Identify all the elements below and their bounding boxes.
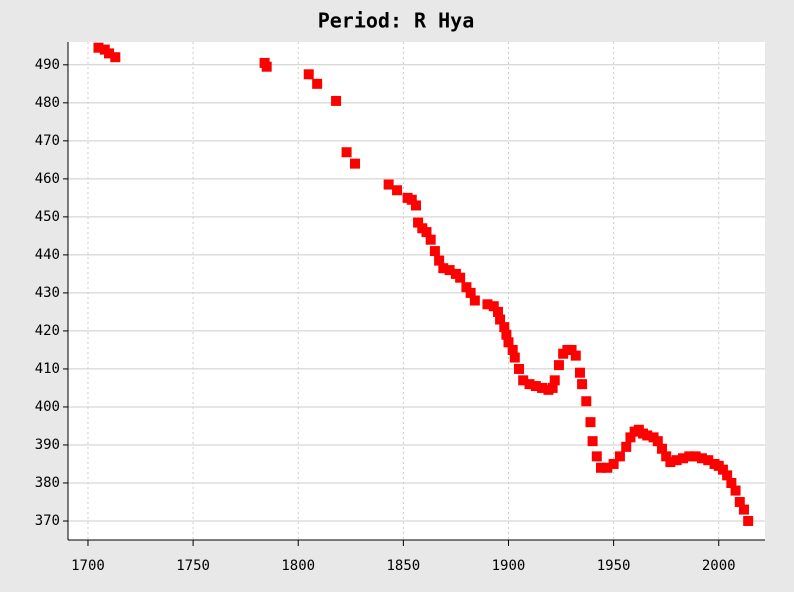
point — [488, 301, 499, 312]
y-tick-label: 370 — [35, 513, 60, 529]
point — [547, 382, 558, 393]
point — [734, 496, 745, 507]
point — [444, 265, 455, 276]
point — [312, 78, 323, 89]
point — [549, 375, 560, 386]
y-tick-label: 490 — [35, 57, 60, 73]
y-tick-label: 400 — [35, 399, 60, 415]
point — [425, 234, 436, 245]
point — [743, 515, 754, 526]
point — [614, 451, 625, 462]
point — [492, 306, 503, 317]
y-tick-label: 430 — [35, 285, 60, 301]
point — [730, 485, 741, 496]
point — [501, 329, 512, 340]
point — [726, 477, 737, 488]
point — [661, 451, 672, 462]
point — [93, 42, 104, 53]
chart-title: Period: R Hya — [318, 9, 475, 33]
point — [406, 194, 417, 205]
point — [696, 453, 707, 464]
point — [499, 322, 510, 333]
point — [429, 246, 440, 257]
point — [350, 158, 360, 169]
point — [482, 299, 493, 310]
point — [652, 436, 663, 447]
point — [656, 443, 667, 454]
point — [602, 462, 613, 473]
point — [434, 255, 445, 266]
x-tick-label: 1850 — [386, 558, 420, 574]
y-tick-label: 440 — [35, 247, 60, 263]
point — [671, 455, 682, 466]
point — [413, 217, 424, 228]
point — [104, 48, 114, 59]
point — [503, 337, 514, 348]
point — [383, 179, 394, 190]
point — [410, 200, 421, 211]
point — [524, 379, 535, 390]
point — [566, 344, 577, 355]
point — [703, 455, 714, 466]
x-tick-label: 1800 — [281, 558, 315, 574]
point — [331, 95, 342, 106]
point — [261, 61, 272, 72]
point — [608, 458, 619, 469]
point — [530, 381, 541, 392]
point — [678, 453, 688, 464]
y-tick-label: 450 — [35, 209, 60, 225]
point — [621, 441, 632, 452]
point — [455, 272, 466, 283]
point — [581, 396, 592, 407]
point — [537, 382, 548, 393]
point — [717, 464, 728, 475]
y-tick-label: 480 — [35, 95, 60, 111]
point — [438, 263, 449, 274]
point — [690, 451, 701, 462]
point — [596, 462, 606, 473]
point — [110, 52, 121, 63]
y-tick-label: 460 — [35, 171, 60, 187]
point — [665, 457, 676, 468]
point — [574, 367, 585, 378]
point — [625, 432, 636, 443]
y-tick-label: 410 — [35, 361, 60, 377]
y-tick-label: 420 — [35, 323, 60, 339]
point — [585, 417, 596, 428]
point — [469, 295, 480, 306]
x-tick-label: 1750 — [176, 558, 210, 574]
point — [509, 352, 520, 363]
point — [642, 430, 653, 441]
point — [514, 363, 524, 374]
x-tick-label: 1950 — [597, 558, 631, 574]
x-tick-label: 1900 — [492, 558, 526, 574]
point — [507, 344, 518, 355]
point — [465, 287, 476, 298]
y-tick-label: 380 — [35, 475, 60, 491]
x-tick-label: 1700 — [71, 558, 105, 574]
point — [461, 282, 472, 293]
point — [518, 375, 529, 386]
y-tick-label: 390 — [35, 437, 60, 453]
point — [341, 147, 352, 158]
point — [591, 451, 602, 462]
point — [553, 360, 564, 371]
point — [684, 451, 695, 462]
point — [495, 314, 506, 325]
point — [738, 504, 749, 515]
plot-area — [68, 42, 765, 540]
point — [722, 470, 733, 481]
point — [577, 379, 588, 390]
point — [421, 227, 432, 238]
point — [392, 185, 403, 196]
point — [303, 69, 314, 80]
point — [587, 436, 598, 447]
y-tick-label: 470 — [35, 133, 60, 149]
point — [570, 350, 581, 361]
x-tick-label: 2000 — [702, 558, 736, 574]
